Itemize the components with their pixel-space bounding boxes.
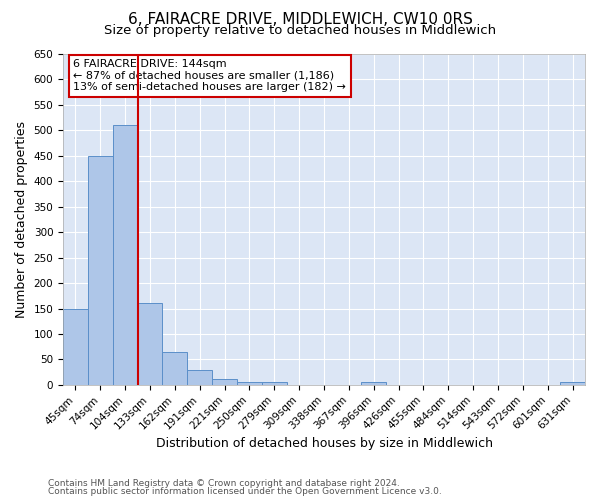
Text: 6 FAIRACRE DRIVE: 144sqm
← 87% of detached houses are smaller (1,186)
13% of sem: 6 FAIRACRE DRIVE: 144sqm ← 87% of detach… — [73, 59, 346, 92]
Bar — [237, 382, 262, 385]
X-axis label: Distribution of detached houses by size in Middlewich: Distribution of detached houses by size … — [155, 437, 493, 450]
Bar — [88, 156, 113, 385]
Bar — [187, 370, 212, 385]
Bar — [212, 379, 237, 385]
Bar — [113, 126, 137, 385]
Text: Size of property relative to detached houses in Middlewich: Size of property relative to detached ho… — [104, 24, 496, 37]
Y-axis label: Number of detached properties: Number of detached properties — [15, 121, 28, 318]
Bar — [262, 382, 287, 385]
Text: Contains public sector information licensed under the Open Government Licence v3: Contains public sector information licen… — [48, 487, 442, 496]
Bar — [63, 308, 88, 385]
Bar — [361, 382, 386, 385]
Bar — [137, 304, 163, 385]
Bar — [560, 382, 585, 385]
Bar — [163, 352, 187, 385]
Text: Contains HM Land Registry data © Crown copyright and database right 2024.: Contains HM Land Registry data © Crown c… — [48, 478, 400, 488]
Text: 6, FAIRACRE DRIVE, MIDDLEWICH, CW10 0RS: 6, FAIRACRE DRIVE, MIDDLEWICH, CW10 0RS — [128, 12, 472, 28]
